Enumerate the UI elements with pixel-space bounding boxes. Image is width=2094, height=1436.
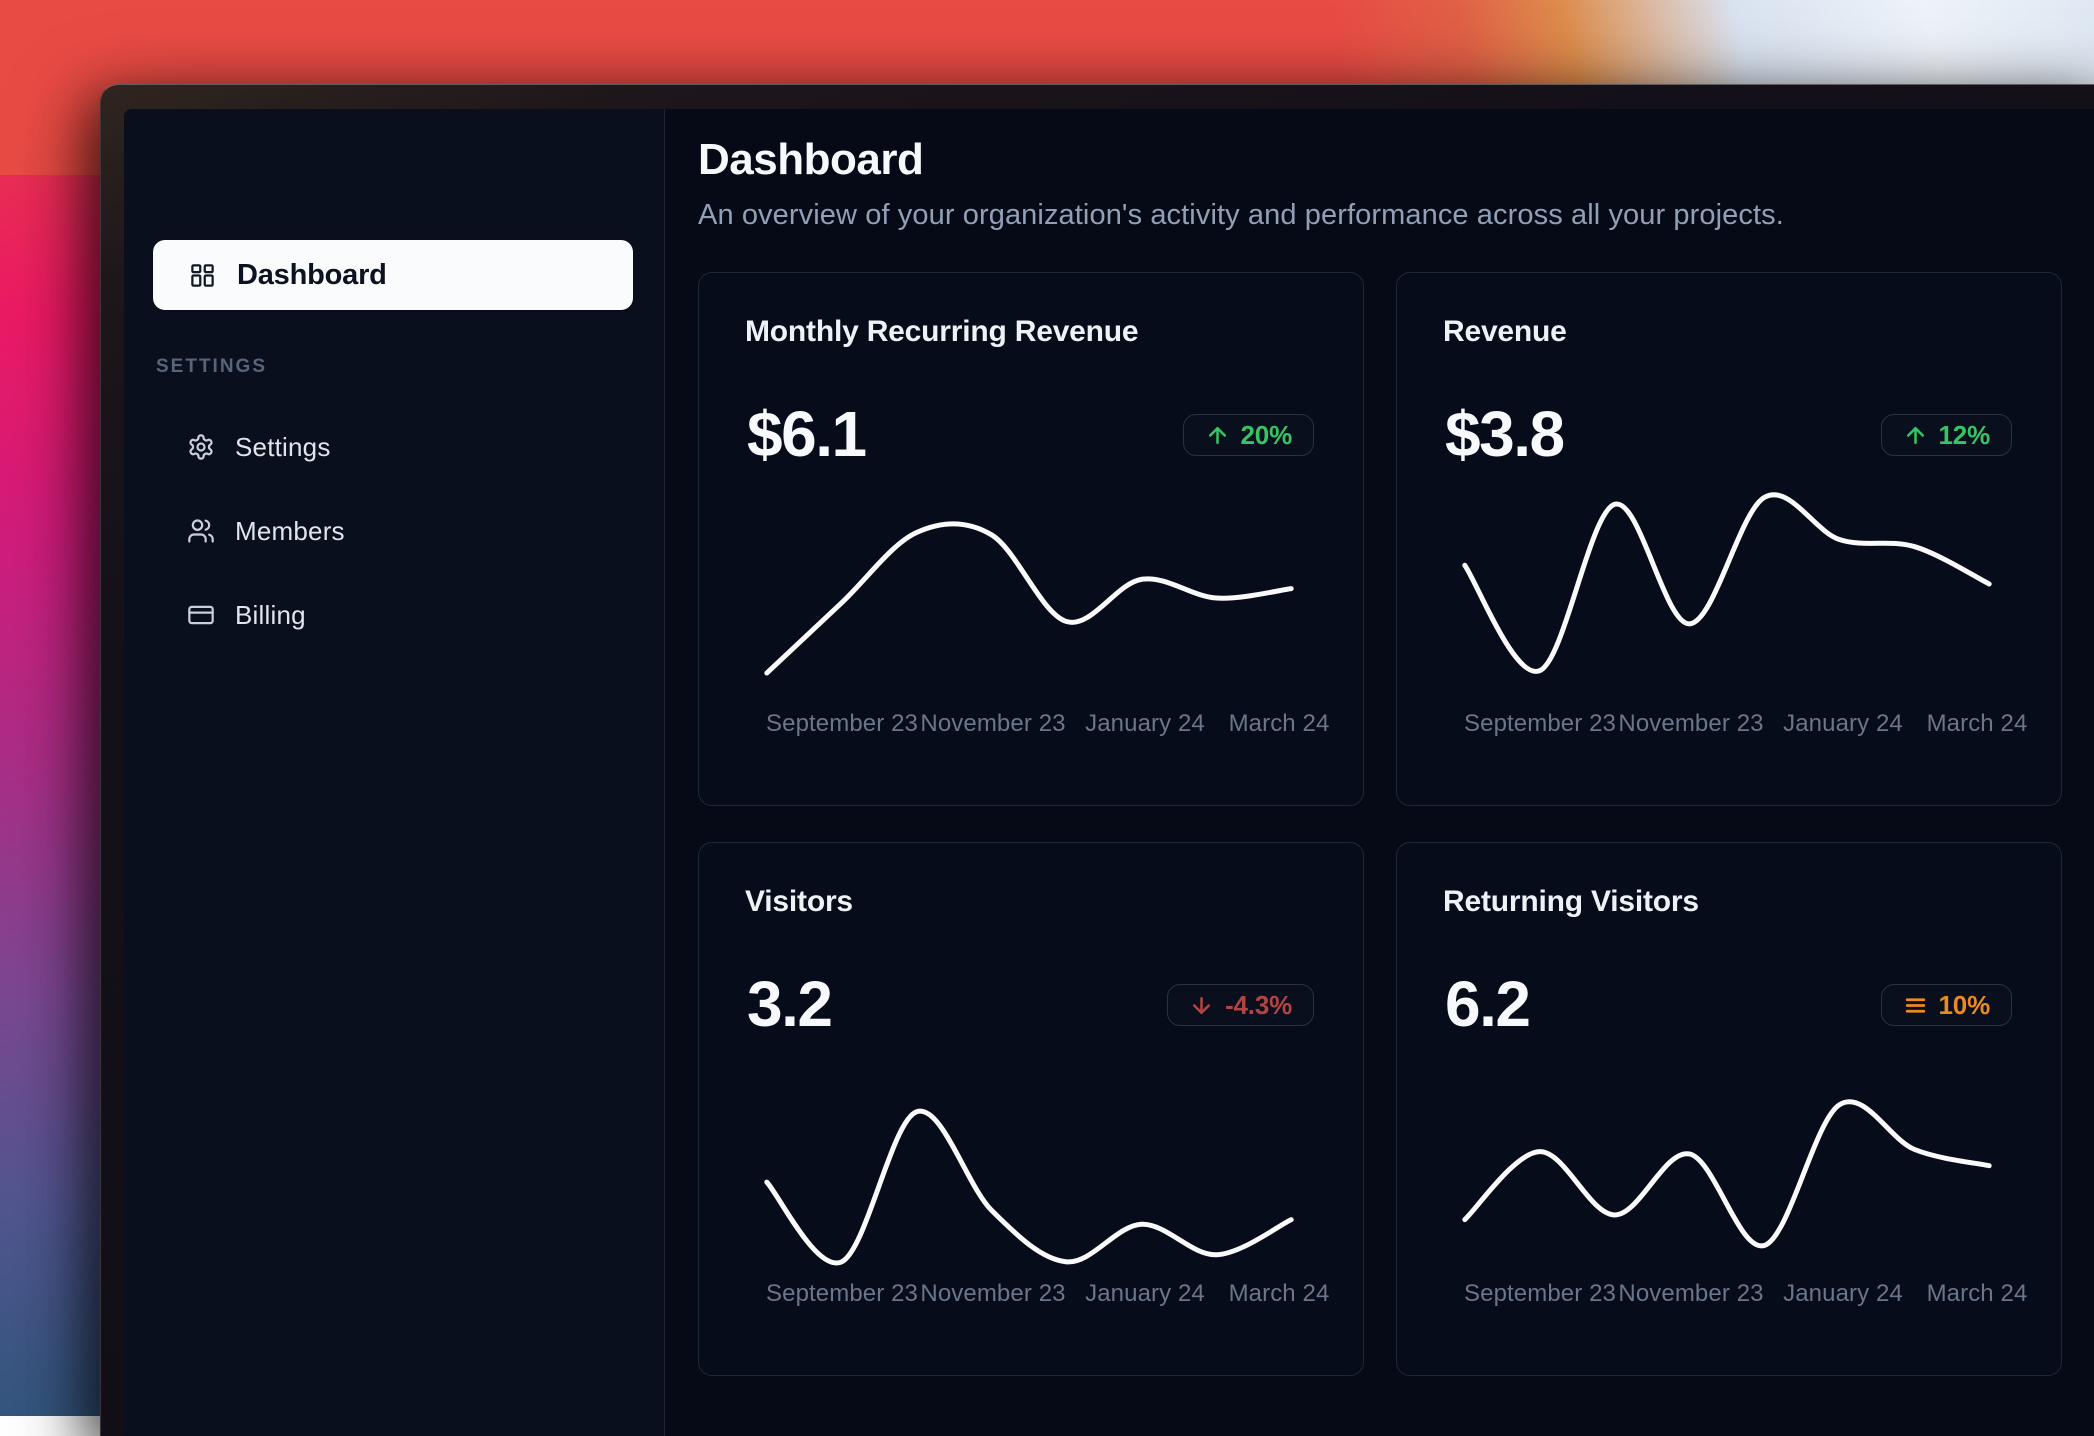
sidebar-item-billing[interactable]: Billing (124, 587, 664, 643)
arrow-down-icon (1189, 993, 1214, 1018)
credit-card-icon (187, 601, 215, 629)
sidebar-item-label: Settings (235, 432, 331, 463)
app-content: m Makerkit Dashboard (124, 109, 2094, 1436)
card-visitors: Visitors 3.2 -4.3% September 23 (698, 842, 1364, 1376)
sidebar-item-label: Members (235, 516, 345, 547)
x-tick-label: March 24 (1927, 1280, 2028, 1308)
equal-lines-icon (1903, 993, 1928, 1018)
users-icon (187, 517, 215, 545)
card-title: Visitors (745, 885, 853, 919)
card-value: 6.2 (1445, 967, 1529, 1041)
card-returning-visitors: Returning Visitors 6.2 10% September 2 (1396, 842, 2062, 1376)
x-tick-label: March 24 (1229, 1280, 1330, 1308)
card-monthly-recurring-revenue: Monthly Recurring Revenue $6.1 20% Sep (698, 272, 1364, 806)
x-tick-label: March 24 (1229, 710, 1330, 738)
x-tick-label: January 24 (1783, 1280, 1903, 1308)
card-value: $6.1 (747, 397, 866, 471)
sidebar-item-label: Dashboard (237, 259, 387, 292)
sidebar-item-members[interactable]: Members (124, 503, 664, 559)
page-title: Dashboard (698, 135, 923, 185)
x-tick-label: November 23 (920, 1280, 1065, 1308)
x-tick-label: January 24 (1783, 710, 1903, 738)
x-axis-labels: September 23 November 23 January 24 Marc… (1397, 710, 2063, 736)
card-value: 3.2 (747, 967, 831, 1041)
x-tick-label: September 23 (766, 710, 918, 738)
x-tick-label: January 24 (1085, 710, 1205, 738)
x-tick-label: September 23 (766, 1280, 918, 1308)
gear-icon (187, 433, 215, 461)
sidebar-settings-group: Settings Members (124, 419, 664, 671)
card-value: $3.8 (1445, 397, 1564, 471)
x-tick-label: September 23 (1464, 710, 1616, 738)
page-subtitle: An overview of your organization's activ… (698, 199, 1784, 232)
sidebar-section-settings: SETTINGS (156, 356, 267, 378)
x-tick-label: March 24 (1927, 710, 2028, 738)
card-title: Revenue (1443, 315, 1567, 349)
main-content: Dashboard An overview of your organizati… (665, 109, 2094, 1436)
x-tick-label: September 23 (1464, 1280, 1616, 1308)
arrow-up-icon (1903, 423, 1928, 448)
card-title: Monthly Recurring Revenue (745, 315, 1138, 349)
x-axis-labels: September 23 November 23 January 24 Marc… (699, 1280, 1365, 1306)
x-tick-label: November 23 (1618, 710, 1763, 738)
arrow-up-icon (1205, 423, 1230, 448)
trend-badge: 10% (1881, 984, 2012, 1026)
card-revenue: Revenue $3.8 12% September 23 (1396, 272, 2062, 806)
x-tick-label: November 23 (920, 710, 1065, 738)
app-window: m Makerkit Dashboard (100, 84, 2094, 1436)
trend-badge: 12% (1881, 414, 2012, 456)
trend-label: -4.3% (1225, 990, 1292, 1021)
sidebar: m Makerkit Dashboard (124, 109, 665, 1436)
metric-card-grid: Monthly Recurring Revenue $6.1 20% Sep (698, 272, 2062, 1376)
trend-badge: -4.3% (1167, 984, 1314, 1026)
x-axis-labels: September 23 November 23 January 24 Marc… (1397, 1280, 2063, 1306)
sidebar-item-dashboard[interactable]: Dashboard (153, 240, 633, 310)
trend-badge: 20% (1183, 414, 1314, 456)
trend-label: 20% (1241, 420, 1292, 451)
sidebar-item-label: Billing (235, 600, 306, 631)
trend-label: 12% (1939, 420, 1990, 451)
sidebar-item-settings[interactable]: Settings (124, 419, 664, 475)
layout-dashboard-icon (189, 262, 216, 289)
x-tick-label: November 23 (1618, 1280, 1763, 1308)
x-axis-labels: September 23 November 23 January 24 Marc… (699, 710, 1365, 736)
x-tick-label: January 24 (1085, 1280, 1205, 1308)
trend-label: 10% (1939, 990, 1990, 1021)
card-title: Returning Visitors (1443, 885, 1699, 919)
